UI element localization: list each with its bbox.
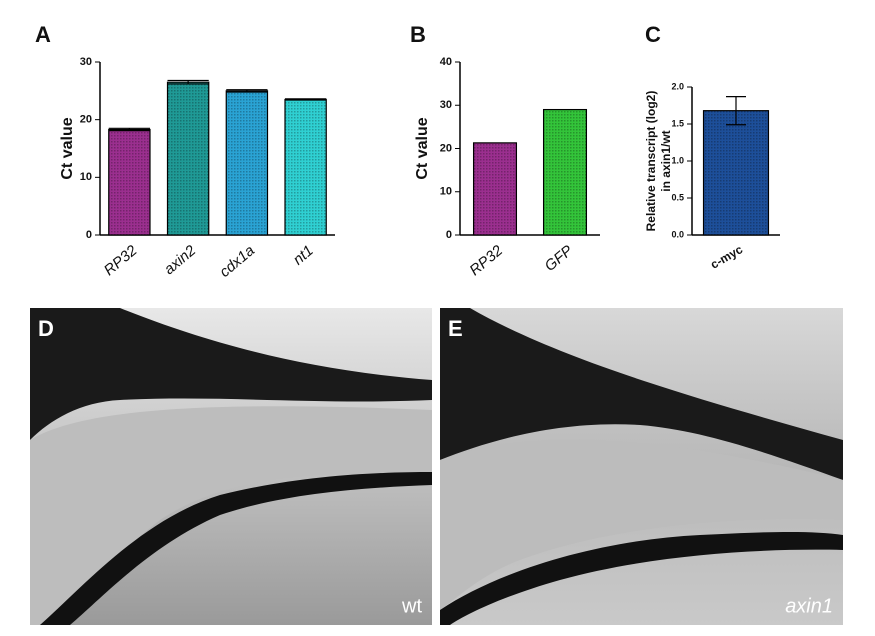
image-label: D: [38, 316, 54, 341]
y-tick-label: 10: [440, 186, 452, 198]
y-tick-label: 10: [80, 171, 92, 183]
bar-texture: [543, 109, 587, 235]
bar-texture: [226, 90, 268, 235]
error-bar: [108, 127, 150, 132]
y-tick-label: 20: [440, 142, 452, 154]
x-tick-label: RP32: [101, 242, 141, 280]
y-tick-label: 0.0: [671, 229, 684, 239]
y-tick-label: 40: [440, 56, 452, 68]
x-tick-label: cdx1a: [216, 242, 258, 281]
y-axis-label: Relative transcript (log2): [644, 91, 658, 232]
bar-texture: [167, 82, 209, 235]
panel-label: A: [35, 22, 51, 47]
x-tick-label: c-myc: [708, 242, 745, 272]
y-tick-label: 1.5: [671, 118, 684, 128]
error-bar: [226, 89, 268, 93]
y-tick-label: 2.0: [671, 81, 684, 91]
y-tick-label: 0: [86, 229, 92, 241]
panel-label: B: [410, 22, 426, 47]
x-tick-label: nt1: [290, 242, 317, 268]
y-axis-label: in axin1/wt: [659, 130, 673, 191]
error-bar: [167, 79, 209, 85]
y-tick-label: 20: [80, 114, 92, 126]
bar-texture: [285, 99, 327, 235]
y-axis-label: Ct value: [414, 117, 431, 179]
error-bar: [285, 98, 327, 101]
bar-texture: [703, 110, 769, 235]
y-tick-label: 0: [446, 229, 452, 241]
panel-label: C: [645, 22, 661, 47]
image-caption: axin1: [785, 595, 833, 617]
y-tick-label: 1.0: [671, 155, 684, 165]
y-tick-label: 30: [80, 56, 92, 68]
y-axis-label: Ct value: [59, 117, 76, 179]
image-caption: wt: [401, 595, 422, 617]
bar-texture: [108, 129, 150, 235]
image-label: E: [448, 316, 463, 341]
error-bar: [726, 96, 746, 126]
bar-texture: [473, 142, 517, 235]
image-d: [30, 308, 432, 625]
y-tick-label: 30: [440, 99, 452, 111]
x-tick-label: GFP: [542, 242, 577, 275]
y-tick-label: 0.5: [671, 192, 684, 202]
x-tick-label: axin2: [161, 242, 200, 278]
image-e: [440, 308, 843, 625]
x-tick-label: RP32: [466, 242, 506, 280]
